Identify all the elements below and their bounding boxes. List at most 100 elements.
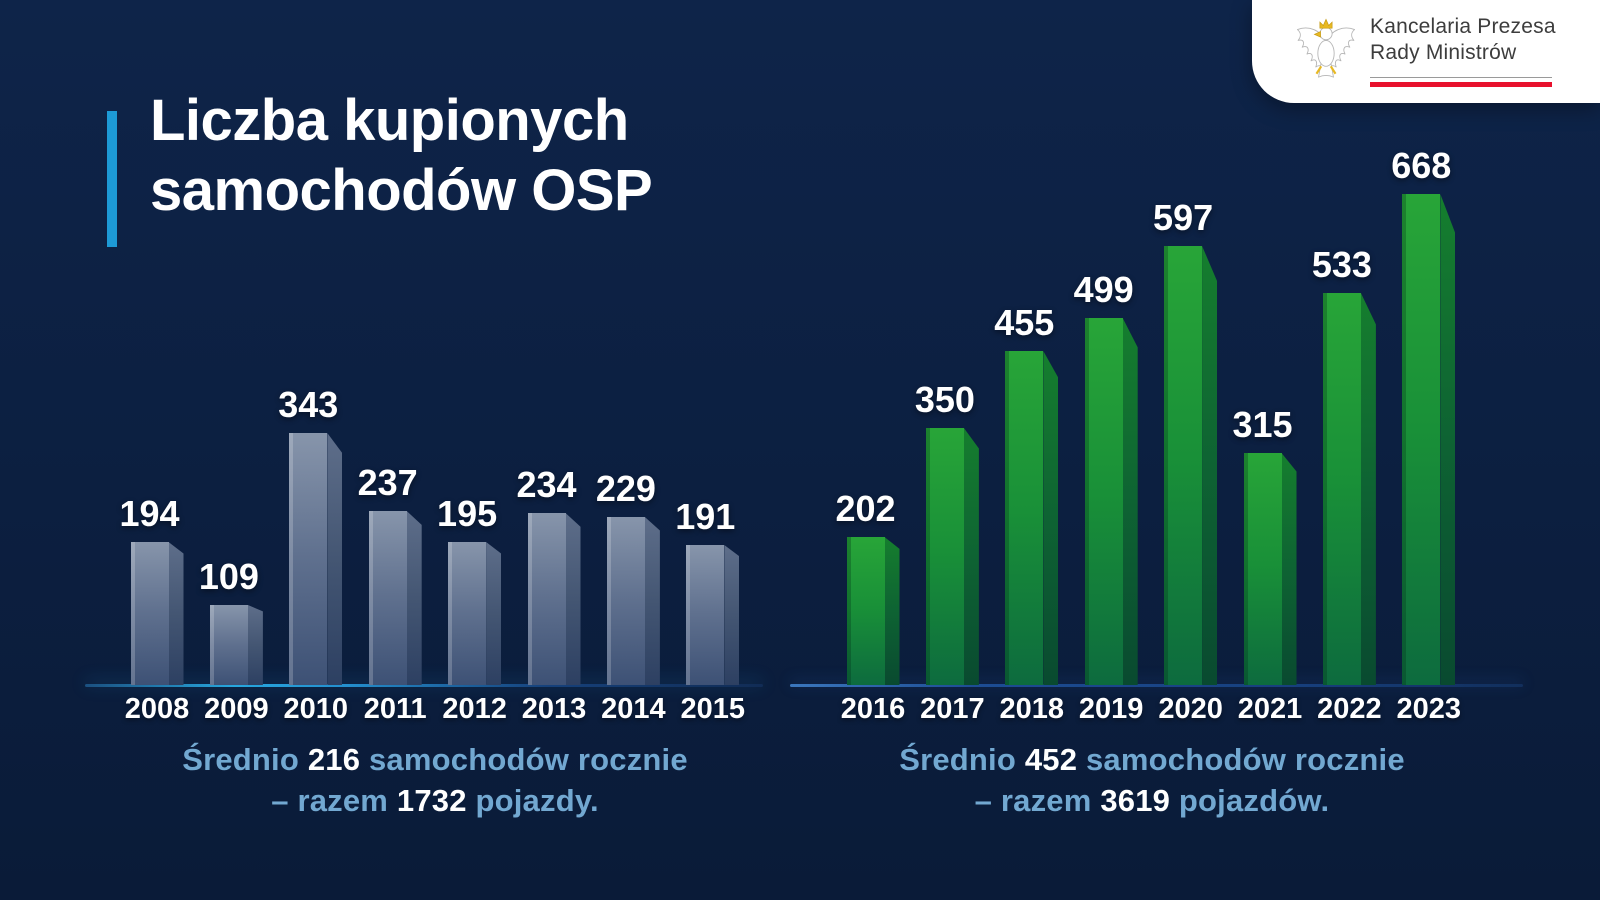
year-label-2011: 2011 bbox=[363, 693, 427, 725]
bar-value-2023: 668 bbox=[1391, 145, 1452, 186]
bar-face-2008 bbox=[130, 542, 169, 685]
page-title: Liczba kupionych samochodów OSP bbox=[150, 86, 653, 226]
logo-separator-line bbox=[1370, 77, 1552, 78]
bar-side-2009 bbox=[247, 605, 263, 685]
bar-value-2009: 109 bbox=[198, 556, 259, 597]
bar-value-2018: 455 bbox=[994, 302, 1055, 343]
bar-2022: 533 bbox=[1312, 244, 1376, 685]
bar-2009: 109 bbox=[199, 556, 263, 685]
summary-text-strong: 3619 bbox=[1100, 783, 1171, 818]
year-label-2013: 2013 bbox=[521, 693, 587, 725]
summary-text-accent: Średnio bbox=[899, 742, 1025, 777]
bar-side-2012 bbox=[486, 542, 502, 685]
bar-2021: 315 bbox=[1232, 404, 1297, 685]
bar-value-2014: 229 bbox=[595, 468, 656, 509]
bar-side-2018 bbox=[1043, 351, 1059, 685]
polish-eagle-icon bbox=[1296, 18, 1356, 78]
summary-text-strong: 216 bbox=[307, 742, 361, 777]
bar-2014: 229 bbox=[596, 468, 660, 685]
summary-text-accent: – razem bbox=[271, 783, 397, 818]
bar-2019: 499 bbox=[1074, 269, 1138, 685]
bar-side-2011 bbox=[406, 511, 422, 685]
year-label-2012: 2012 bbox=[442, 693, 507, 725]
bar-value-2020: 597 bbox=[1153, 197, 1214, 238]
bar-side-2019 bbox=[1122, 318, 1138, 685]
year-label-2014: 2014 bbox=[601, 693, 666, 725]
bar-2010: 343 bbox=[278, 384, 343, 685]
bar-face-2009 bbox=[209, 605, 248, 685]
bar-face-2019 bbox=[1084, 318, 1123, 685]
bar-face-2015 bbox=[686, 545, 725, 685]
bar-value-2017: 350 bbox=[914, 379, 975, 420]
bar-face-2010 bbox=[289, 433, 328, 685]
summary-line: Średnio 452 samochodów rocznie bbox=[852, 739, 1452, 780]
bar-value-2010: 343 bbox=[278, 384, 339, 425]
bar-value-2019: 499 bbox=[1073, 269, 1134, 310]
bar-value-2011: 237 bbox=[357, 462, 418, 503]
bar-side-2023 bbox=[1440, 194, 1456, 685]
bar-2008: 194 bbox=[119, 493, 184, 685]
bar-side-2008 bbox=[168, 542, 184, 685]
bar-2023: 668 bbox=[1391, 145, 1456, 685]
summary-2008-2015: Średnio 216 samochodów rocznie – razem 1… bbox=[135, 739, 735, 821]
summary-text-accent: samochodów rocznie bbox=[1077, 742, 1405, 777]
year-label-2020: 2020 bbox=[1158, 693, 1223, 725]
summary-line: – razem 1732 pojazdy. bbox=[135, 780, 735, 821]
bar-face-2016 bbox=[846, 537, 885, 685]
summary-text-accent: samochodów rocznie bbox=[360, 742, 688, 777]
summary-text-accent: pojazdów. bbox=[1170, 783, 1330, 818]
x-axis-2008-2015 bbox=[85, 684, 763, 687]
bar-value-2008: 194 bbox=[119, 493, 180, 534]
bar-side-2010 bbox=[327, 433, 343, 685]
summary-line: – razem 3619 pojazdów. bbox=[852, 780, 1452, 821]
bar-2015: 191 bbox=[675, 496, 740, 685]
summary-text-accent: pojazdy. bbox=[466, 783, 599, 818]
year-label-2010: 2010 bbox=[283, 693, 349, 725]
x-axis-2016-2023 bbox=[790, 684, 1523, 687]
page-title-line1: Liczba kupionych bbox=[150, 88, 629, 153]
bar-side-2013 bbox=[565, 513, 581, 685]
bar-face-2013 bbox=[527, 513, 566, 685]
year-label-2021: 2021 bbox=[1237, 693, 1303, 725]
chart-2008-2015: 194 2008 109 2009 343 2010 237 2011 195 2012 234 20… bbox=[85, 120, 763, 725]
logo-org-line2: Rady Ministrów bbox=[1370, 41, 1517, 64]
chart-2016-2023: 202 2016 350 2017 455 2018 499 2019 597 2020 315 20… bbox=[790, 120, 1523, 725]
bar-side-2016 bbox=[884, 537, 900, 685]
bar-2016: 202 bbox=[835, 488, 900, 685]
bar-face-2014 bbox=[606, 517, 645, 685]
year-label-2019: 2019 bbox=[1078, 693, 1144, 725]
bar-value-2021: 315 bbox=[1232, 404, 1293, 445]
bar-2018: 455 bbox=[994, 302, 1059, 685]
bar-value-2012: 195 bbox=[437, 493, 498, 534]
bar-value-2022: 533 bbox=[1311, 244, 1372, 285]
year-label-2016: 2016 bbox=[840, 693, 906, 725]
year-label-2022: 2022 bbox=[1317, 693, 1382, 725]
year-label-2023: 2023 bbox=[1396, 693, 1462, 725]
bar-side-2020 bbox=[1202, 246, 1218, 685]
page-title-line2: samochodów OSP bbox=[150, 158, 653, 223]
bar-face-2012 bbox=[448, 542, 487, 685]
bar-side-2021 bbox=[1281, 453, 1297, 685]
year-label-2017: 2017 bbox=[920, 693, 985, 725]
logo-card: Kancelaria Prezesa Rady Ministrów bbox=[1252, 0, 1600, 103]
bar-face-2018 bbox=[1005, 351, 1044, 685]
summary-text-accent: – razem bbox=[974, 783, 1101, 818]
bar-side-2015 bbox=[724, 545, 740, 685]
bar-value-2015: 191 bbox=[675, 496, 736, 537]
bar-2013: 234 bbox=[516, 464, 581, 685]
bar-side-2017 bbox=[963, 428, 979, 685]
year-label-2015: 2015 bbox=[680, 693, 746, 725]
bar-face-2020 bbox=[1164, 246, 1203, 685]
summary-text-strong: 1732 bbox=[396, 783, 467, 818]
bar-face-2021 bbox=[1243, 453, 1282, 685]
bar-face-2017 bbox=[925, 428, 964, 685]
summary-2016-2023: Średnio 452 samochodów rocznie – razem 3… bbox=[852, 739, 1452, 821]
bar-value-2016: 202 bbox=[835, 488, 896, 529]
logo-org-line1: Kancelaria Prezesa bbox=[1370, 15, 1556, 38]
bar-face-2011 bbox=[368, 511, 407, 685]
bar-face-2022 bbox=[1322, 293, 1361, 685]
bar-2020: 597 bbox=[1153, 197, 1218, 685]
summary-line: Średnio 216 samochodów rocznie bbox=[135, 739, 735, 780]
year-label-2018: 2018 bbox=[999, 693, 1065, 725]
